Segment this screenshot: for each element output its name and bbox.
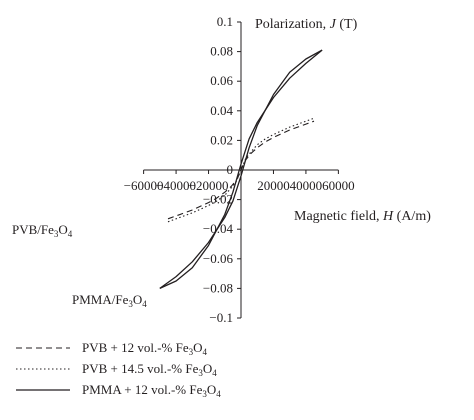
legend-label-1: PVB + 12 vol.-% Fe3O4: [82, 340, 208, 357]
x-axis-title: Magnetic field, H (A/m): [294, 209, 431, 224]
y-tick-label: 0.04: [210, 103, 233, 118]
y-tick-label: 0: [227, 162, 234, 177]
y-tick-label: 0.02: [210, 132, 233, 147]
legend-label-3: PMMA + 12 vol.-% Fe3O4: [82, 382, 221, 399]
x-tick-label: −40000: [156, 178, 196, 193]
y-tick-label: 0.1: [217, 14, 233, 29]
series-line-3-branch-1: [159, 49, 323, 289]
y-tick-label: 0.08: [210, 44, 233, 59]
x-tick-label: 40000: [290, 178, 323, 193]
y-axis-title: Polarization, J (T): [255, 17, 358, 32]
annotation-pvb: PVB/Fe3O4: [12, 222, 73, 239]
series-line-3-branch-2: [159, 49, 323, 289]
y-tick-label: −0.08: [203, 280, 233, 295]
x-tick-label: −20000: [189, 178, 229, 193]
annotation-pmma: PMMA/Fe3O4: [72, 292, 147, 309]
y-tick-label: −0.02: [203, 192, 233, 207]
legend: PVB + 12 vol.-% Fe3O4 PVB + 14.5 vol.-% F…: [16, 340, 221, 399]
series-line-2: [167, 117, 315, 223]
plot-area: −60000−40000−20000 20000 40000 60000 0.1 0.08…: [12, 14, 431, 399]
y-tick-label: −0.1: [209, 310, 233, 325]
x-tick-label: 60000: [322, 178, 355, 193]
y-tick-label: −0.06: [203, 251, 234, 266]
x-tick-label: 20000: [257, 178, 290, 193]
legend-label-2: PVB + 14.5 vol.-% Fe3O4: [82, 361, 217, 378]
x-tick-label: −60000: [124, 178, 164, 193]
y-tick-label: 0.06: [210, 73, 233, 88]
